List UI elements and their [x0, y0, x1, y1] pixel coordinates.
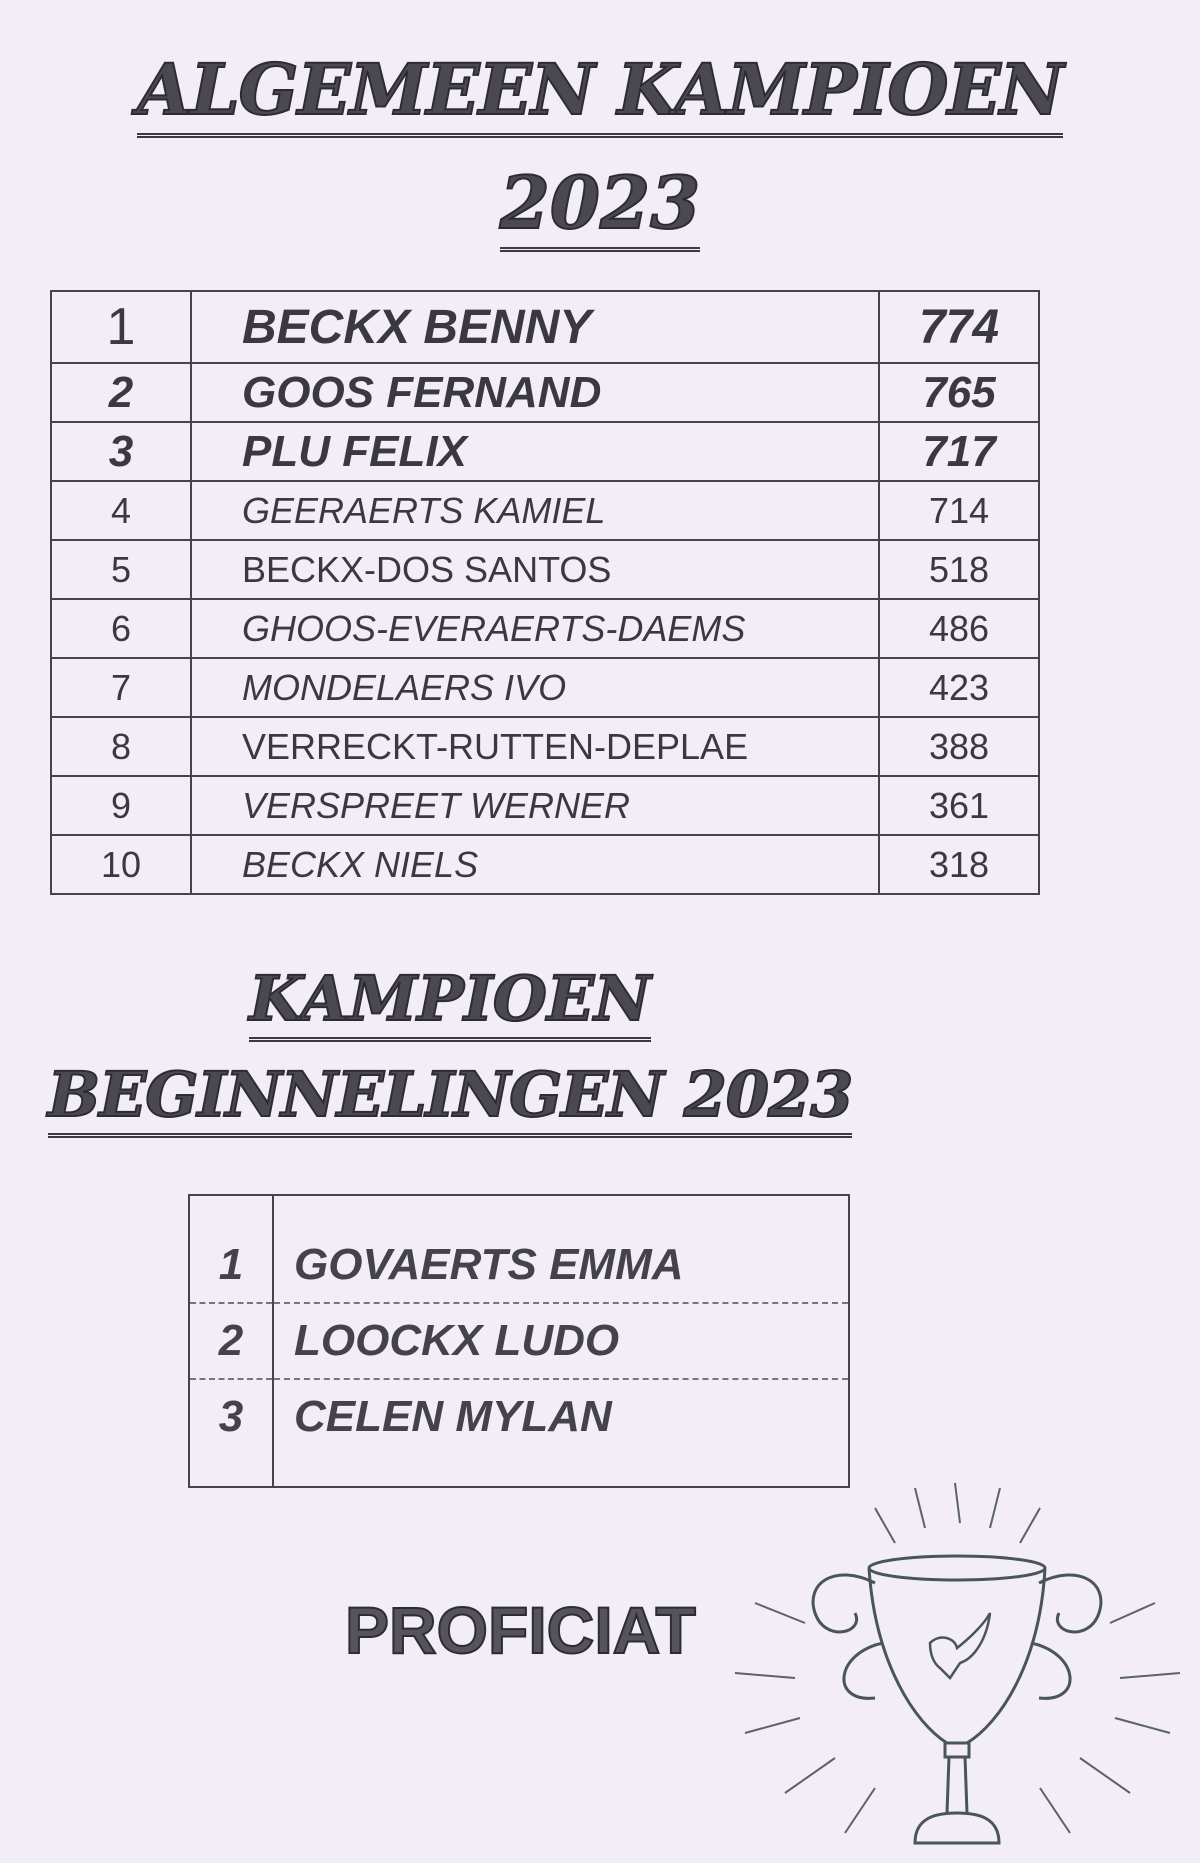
- table-row: 4 GEERAERTS KAMIEL 714: [50, 480, 1040, 541]
- table-row: 8 VERRECKT-RUTTEN-DEPLAE 388: [50, 716, 1040, 777]
- table-row: 10 BECKX NIELS 318: [50, 834, 1040, 895]
- table-row: 1 BECKX BENNY 774: [50, 290, 1040, 364]
- beginners-title-line2: BEGINNELINGEN 2023: [0, 1057, 1050, 1138]
- table-row: 2 LOOCKX LUDO: [189, 1303, 849, 1380]
- beginners-title: KAMPIOEN: [0, 961, 1050, 1042]
- congratulations-text: PROFICIAT: [344, 1592, 697, 1668]
- table-row: 1 GOVAERTS EMMA: [189, 1228, 849, 1304]
- trophy-with-dove-icon: [734, 1482, 1181, 1845]
- ranking-table: 1 BECKX BENNY 774 2 GOOS FERNAND 765 3 PLU FE…: [50, 290, 1040, 895]
- table-row: 6 GHOOS-EVERAERTS-DAEMS 486: [50, 598, 1040, 659]
- table-row: 2 GOOS FERNAND 765: [50, 362, 1040, 423]
- table-row: 5 BECKX-DOS SANTOS 518: [50, 539, 1040, 600]
- beginners-table: 1 GOVAERTS EMMA 2 LOOCKX LUDO 3 CELEN MYLAN: [188, 1194, 850, 1488]
- table-row: 3 CELEN MYLAN: [189, 1379, 849, 1454]
- main-title-year: 2023: [0, 159, 1200, 252]
- table-row: 9 VERSPREET WERNER 361: [50, 775, 1040, 836]
- table-row: 3 PLU FELIX 717: [50, 421, 1040, 482]
- main-title: ALGEMEEN KAMPIOEN: [0, 47, 1200, 138]
- table-row: 7 MONDELAERS IVO 423: [50, 657, 1040, 718]
